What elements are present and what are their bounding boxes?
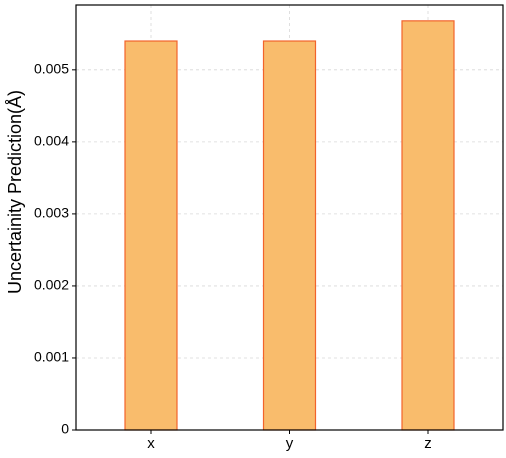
y-tick-label: 0: [61, 421, 69, 437]
x-tick-label: y: [286, 435, 294, 452]
y-tick-label: 0.003: [34, 205, 69, 221]
plot-frame: [75, 4, 504, 431]
x-tick-label: x: [147, 435, 155, 452]
x-tick-label: z: [424, 435, 432, 452]
y-tick-label: 0.001: [34, 349, 69, 365]
y-tick-label: 0.004: [34, 133, 69, 149]
y-axis-label: Uncertainity Prediction(Å): [5, 90, 25, 294]
bar: [401, 20, 455, 431]
bar: [124, 40, 178, 431]
y-tick-label: 0.005: [34, 61, 69, 77]
y-tick-label: 0.002: [34, 277, 69, 293]
bar: [262, 40, 317, 431]
